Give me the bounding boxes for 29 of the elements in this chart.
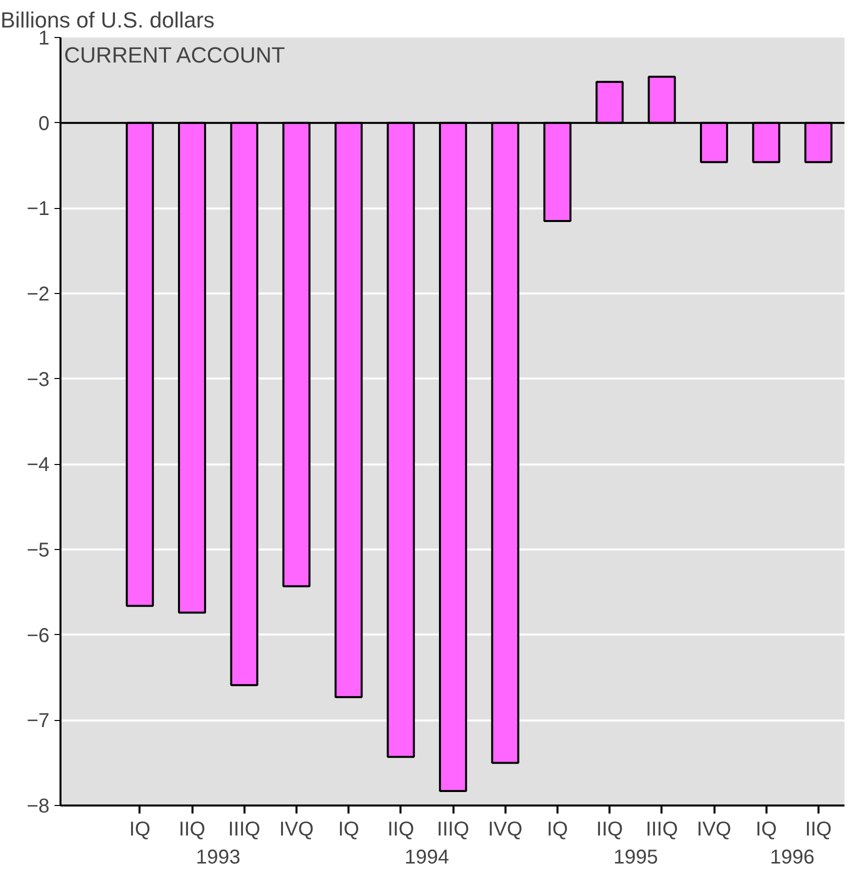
x-tick-label: IIIQ	[436, 818, 470, 840]
y-tick-label: 0	[38, 112, 50, 135]
x-tick-label: IIQ	[805, 818, 832, 840]
x-tick-label: IQ	[756, 818, 777, 840]
x-tick-label: IVQ	[488, 818, 522, 840]
y-tick-label: −6	[26, 624, 50, 647]
x-tick-label: IIIQ	[646, 818, 678, 840]
text: 1993	[196, 846, 240, 868]
x-tick-label: IQ	[129, 818, 150, 840]
x-tick-label: IIQ	[596, 818, 623, 840]
x-tick-label: IVQ	[279, 818, 314, 840]
y-tick-label: −2	[26, 284, 50, 306]
x-tick-label: IVQ	[696, 818, 732, 840]
y-tick-label: −5	[26, 540, 50, 562]
text: 1996	[770, 846, 815, 868]
x-tick-label: IIIQ	[228, 818, 260, 840]
x-tick-label: IQ	[338, 818, 360, 840]
y-tick-label: −4	[26, 454, 50, 476]
x-tick-label: IIQ	[387, 818, 414, 840]
y-tick-label: −1	[26, 198, 50, 220]
y-tick-label: 1	[38, 28, 50, 50]
y-tick-label: −3	[26, 368, 50, 391]
y-tick-label: −8	[26, 796, 50, 818]
x-tick-label: IIQ	[178, 818, 206, 840]
x-tick-label: IQ	[546, 818, 568, 840]
chart-title: CURRENT ACCOUNT	[64, 42, 285, 68]
text: 1994	[404, 846, 450, 868]
y-tick-label: −7	[26, 710, 50, 732]
text: 1995	[613, 846, 658, 868]
